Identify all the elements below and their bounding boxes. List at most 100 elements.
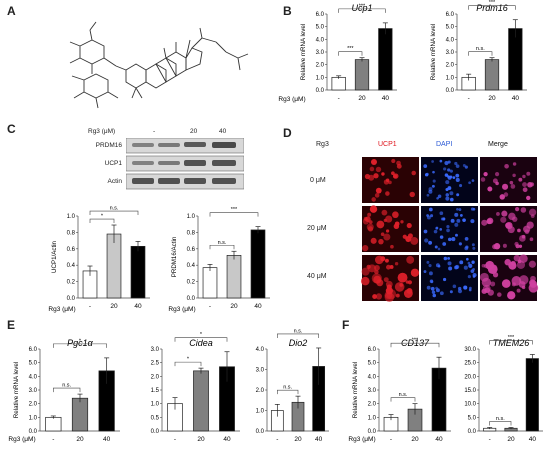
- x-tick-label: -: [390, 436, 392, 443]
- significance-label: *: [79, 338, 82, 344]
- y-tick-label: 1.0: [67, 214, 76, 220]
- x-tick-label: 40: [103, 436, 111, 443]
- x-tick-label: -: [174, 436, 176, 443]
- chart-title: Ucp1: [351, 3, 372, 13]
- molecule-structure-diagram: [69, 21, 249, 109]
- x-tick-label: 40: [315, 436, 323, 443]
- y-axis-label: PRDM16/Actin: [171, 236, 178, 277]
- western-row-actin: Actin: [107, 178, 122, 185]
- y-tick-label: 2.0: [256, 388, 265, 394]
- x-tick-label: 20: [488, 95, 496, 102]
- treatment-axis-label: Rg3 (μM): [348, 436, 375, 443]
- y-tick-label: 1.0: [368, 415, 377, 421]
- significance-label: ***: [359, 3, 366, 9]
- bar-20: [354, 59, 370, 91]
- y-tick-label: 2.0: [29, 402, 38, 408]
- y-tick-label: 4.0: [256, 347, 265, 353]
- significance-label: ***: [231, 207, 238, 213]
- y-tick-label: 3.0: [256, 368, 265, 374]
- significance-bracket: [338, 51, 363, 56]
- western-blot: Rg3 (μM) - 20 40 PRDM16 UCP1 Actin: [20, 128, 270, 190]
- western-lane-3: 40: [219, 128, 227, 135]
- bar-20: [71, 397, 89, 432]
- x-tick-label: 40: [223, 436, 231, 443]
- chart-B1: Ucp1 0.0 1.0 2.0 3.0 4.0 5.0 6.0 Relative mRNA l…: [300, 3, 397, 102]
- significance-bracket: [89, 218, 115, 224]
- y-tick-label: 0.0: [67, 296, 76, 302]
- y-tick-label: 1.0: [29, 415, 38, 421]
- y-tick-label: 2.0: [316, 63, 325, 69]
- significance-label: n.s.: [496, 416, 505, 422]
- significance-label: n.s.: [294, 328, 303, 334]
- y-tick-label: 0.0: [316, 88, 325, 94]
- significance-bracket: [489, 340, 533, 345]
- significance-label: *: [200, 332, 203, 338]
- chart-B2: Prdm16 0.0 1.0 2.0 3.0 4.0 5.0 6.0 Relative mRNA…: [430, 0, 527, 102]
- y-tick-label: 0.2: [67, 280, 76, 286]
- y-tick-label: 0.0: [29, 429, 38, 435]
- y-tick-label: 0.0: [187, 296, 196, 302]
- y-tick-label: 30.0: [464, 347, 476, 353]
- x-tick-label: 40: [435, 436, 443, 443]
- y-axis-label: Relative mRNA level: [352, 362, 359, 418]
- y-tick-label: 5.0: [468, 415, 477, 421]
- y-tick-label: 3.0: [151, 347, 160, 353]
- panel-label-a: A: [7, 4, 16, 18]
- y-tick-label: 6.0: [29, 347, 38, 353]
- significance-bracket: [53, 387, 81, 393]
- chart-E2: Cidea 0.0 0.5 1.0 1.5 2.0 2.5 3.0 - 20 40 * *: [151, 332, 240, 443]
- y-tick-label: 0.0: [151, 429, 160, 435]
- y-tick-label: 1.0: [316, 75, 325, 81]
- bar--: [45, 416, 62, 432]
- western-row-prdm16: PRDM16: [95, 142, 122, 149]
- y-tick-label: 1.5: [151, 388, 160, 394]
- micro-row-header: Rg3: [316, 141, 329, 148]
- bar-40: [250, 229, 266, 299]
- micro-tile-r0-c1: [421, 157, 478, 203]
- micro-row-20um: 20 μM: [307, 225, 327, 232]
- significance-bracket: [277, 333, 319, 338]
- micro-col-dapi: DAPI: [436, 141, 453, 148]
- panel-label-f: F: [342, 318, 350, 332]
- y-tick-label: 5.0: [446, 25, 455, 31]
- x-tick-label: 20: [358, 95, 366, 102]
- significance-label: *: [101, 214, 104, 220]
- significance-bracket: [468, 51, 493, 56]
- bar-20: [484, 59, 500, 91]
- significance-label: n.s.: [62, 383, 71, 389]
- significance-bracket: [390, 397, 416, 402]
- western-lane-2: 20: [190, 128, 198, 135]
- micro-tile-r0-c2: [480, 157, 537, 203]
- treatment-axis-label: Rg3 (μM): [48, 306, 75, 313]
- microscopy-images: [360, 157, 539, 302]
- y-tick-label: 0.0: [468, 429, 477, 435]
- y-tick-label: 0.6: [67, 247, 76, 253]
- x-tick-label: -: [209, 303, 211, 310]
- significance-label: ***: [489, 0, 496, 6]
- significance-label: n.s.: [110, 206, 119, 212]
- bar--: [202, 267, 218, 299]
- significance-bracket: [468, 5, 516, 10]
- y-tick-label: 3.0: [29, 388, 38, 394]
- chart-E3: Dio2 0.0 1.0 2.0 3.0 4.0 - 20 40 n.s. n.s.: [256, 328, 329, 443]
- x-tick-label: 40: [254, 303, 262, 310]
- y-tick-label: 4.0: [316, 37, 325, 43]
- y-tick-label: 10.0: [464, 402, 476, 408]
- y-tick-label: 0.0: [446, 88, 455, 94]
- y-tick-label: 0.2: [187, 280, 196, 286]
- micro-tile-r1-c0: [362, 205, 419, 252]
- microscopy-grid: Rg3 UCP1 DAPI Merge 0 μM 20 μM 40 μM: [300, 130, 545, 305]
- y-axis-label: Relative mRNA level: [13, 362, 20, 418]
- y-tick-label: 1.0: [256, 409, 265, 415]
- treatment-axis-label: Rg3 (μM): [168, 306, 195, 313]
- y-tick-label: 1.0: [151, 402, 160, 408]
- chart-title: Cidea: [189, 338, 213, 348]
- panel-label-d: D: [283, 126, 292, 140]
- micro-row-0um: 0 μM: [310, 177, 326, 184]
- treatment-axis-label: Rg3 (μM): [8, 436, 35, 443]
- significance-bracket: [277, 389, 299, 395]
- x-tick-label: 20: [110, 303, 118, 310]
- x-tick-label: 20: [507, 436, 515, 443]
- micro-tile-r1-c2: [480, 206, 537, 252]
- x-tick-label: 40: [382, 95, 390, 102]
